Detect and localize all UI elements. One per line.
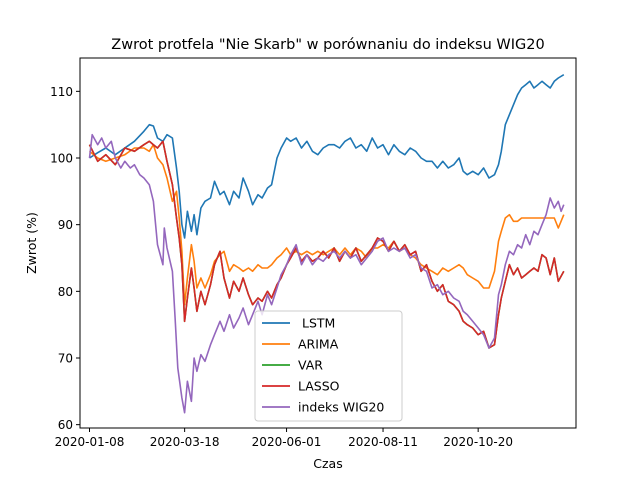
x-axis-label: Czas [313,456,342,471]
series-line-0 [89,74,565,239]
x-tick-label: 2020-03-18 [150,435,220,449]
y-tick-label: 90 [58,218,73,232]
x-tick-label: 2020-01-08 [55,435,125,449]
plot-frame [79,57,577,429]
legend-label-0: LSTM [298,316,335,331]
y-axis-label: Zwrot (%) [24,212,39,274]
legend-label-2: VAR [298,358,323,373]
y-tick-label: 60 [58,418,73,432]
legend-label-3: LASSO [298,379,340,394]
legend: LSTM ARIMA VAR LASSO indeks WIG20 [254,310,403,422]
legend-box [254,310,403,422]
series-line-4 [88,133,565,414]
x-tick-label: 2020-10-20 [443,435,513,449]
series-line-1 [88,143,565,306]
plot-lines [88,74,565,414]
x-axis-ticks: 2020-01-08 2020-03-18 2020-06-01 2020-08-11… [55,428,513,449]
legend-label-4: indeks WIG20 [298,400,384,415]
y-tick-label: 100 [50,152,73,166]
y-tick-label: 110 [50,85,73,99]
legend-label-1: ARIMA [298,337,339,352]
chart-title: Zwrot protfela "Nie Skarb" w porównaniu … [111,37,544,53]
y-axis-ticks: 60 70 80 90 100 110 [50,85,80,432]
y-tick-label: 80 [58,285,73,299]
x-tick-label: 2020-08-11 [348,435,418,449]
x-tick-label: 2020-06-01 [252,435,322,449]
y-tick-label: 70 [58,352,73,366]
